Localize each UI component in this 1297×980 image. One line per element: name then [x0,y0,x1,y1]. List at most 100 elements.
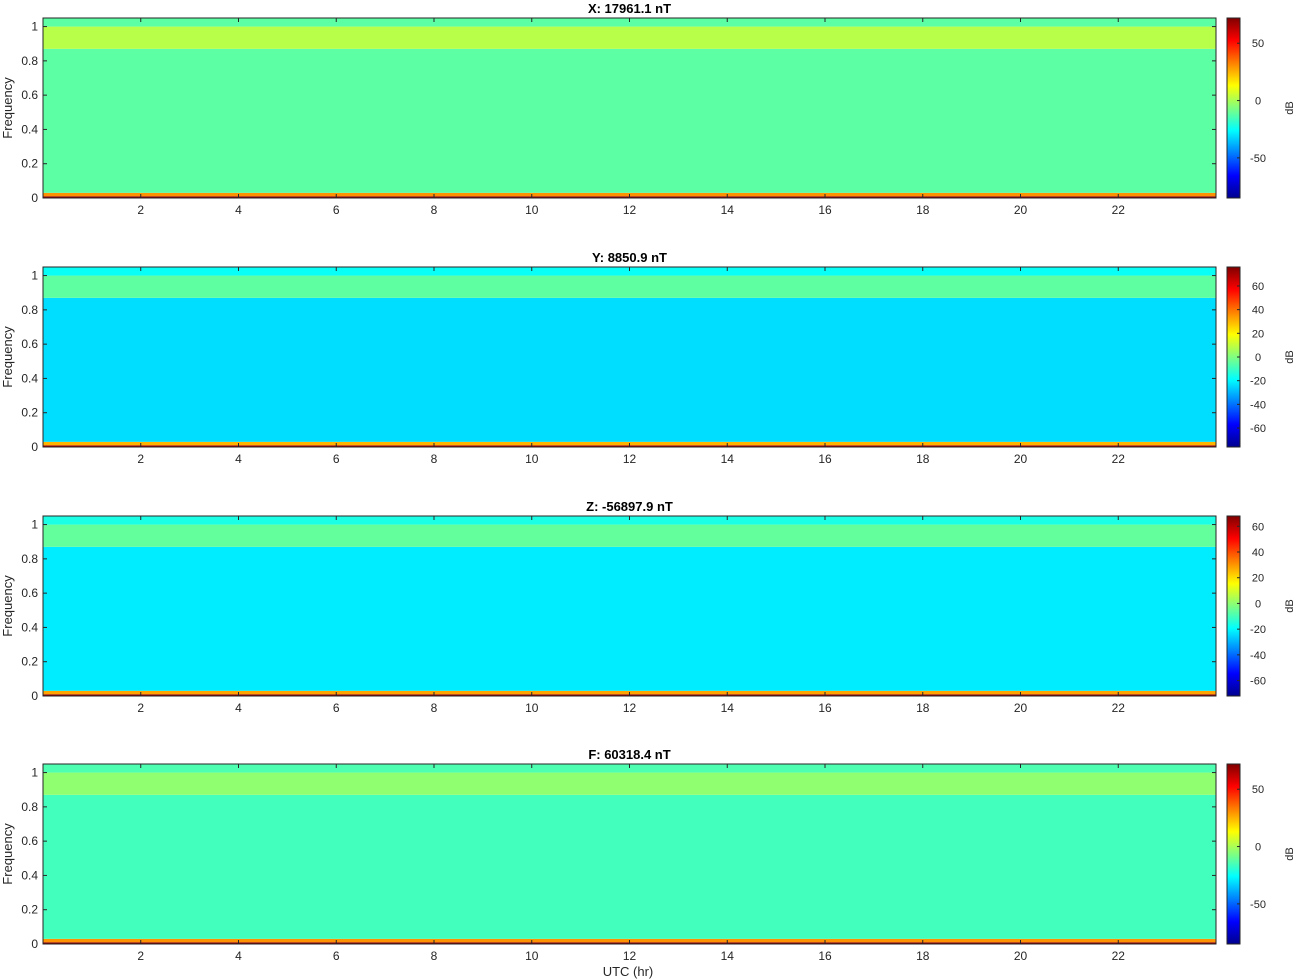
colorbar-tick-label: -50 [1250,153,1266,165]
colorbar-tick-label: 40 [1252,305,1264,317]
x-tick-label: 18 [916,701,930,715]
figure-xlabel: UTC (hr) [603,964,654,979]
x-tick-label: 14 [721,452,735,466]
x-tick-label: 4 [235,949,242,963]
x-tick-label: 4 [235,203,242,217]
y-tick-label: 0.4 [21,620,38,634]
spectrogram-band [43,48,1216,193]
y-tick-label: 1 [31,766,38,780]
colorbar-label: dB [1284,599,1296,612]
colorbar [1226,763,1241,945]
colorbar-tick-label: -20 [1250,624,1266,636]
colorbar [1226,17,1241,199]
y-tick-label: 0.6 [21,586,38,600]
colorbar-label: dB [1284,847,1296,860]
x-tick-label: 8 [431,701,438,715]
x-tick-label: 14 [721,949,735,963]
chart-title: X: 17961.1 nT [588,1,671,16]
chart-title: Y: 8850.9 nT [592,250,667,265]
y-tick-label: 0.2 [21,406,38,420]
y-tick-label: 0 [31,191,38,205]
x-tick-label: 6 [333,452,340,466]
spectrogram-band [43,524,1216,547]
chart-panel-3: 2 4 6 8 10 12 14 16 18 20 22 0 0.2 0.4 0.6 0.8 1 F: 60318… [0,747,1296,963]
colorbar-tick-label: 60 [1252,281,1264,293]
y-tick-label: 0.6 [21,337,38,351]
y-tick-label: 1 [31,269,38,283]
x-tick-label: 14 [721,203,735,217]
y-tick-label: 1 [31,518,38,532]
spectrogram-band [43,772,1216,795]
y-tick-label: 0.4 [21,122,38,136]
colorbar-tick-label: 60 [1252,521,1264,533]
y-tick-label: 0.6 [21,88,38,102]
colorbar-tick-label: -60 [1250,676,1266,688]
colorbar-tick-label: 50 [1252,38,1264,50]
spectrogram-band [43,26,1216,49]
x-tick-label: 16 [818,701,832,715]
colorbar-tick-label: 0 [1255,352,1261,364]
colorbar-tick-label: 0 [1255,842,1261,854]
x-tick-label: 6 [333,949,340,963]
y-tick-label: 0 [31,440,38,454]
x-tick-label: 14 [721,701,735,715]
y-tick-label: 0.2 [21,903,38,917]
colorbar-tick-label: 40 [1252,547,1264,559]
spectrogram-band [43,516,1216,525]
x-tick-label: 2 [137,949,144,963]
colorbar-tick-label: 0 [1255,598,1261,610]
x-tick-label: 4 [235,701,242,715]
y-tick-label: 0 [31,937,38,951]
spectrogram-band [43,18,1216,27]
x-tick-label: 10 [525,203,539,217]
spectrogram-band [43,275,1216,298]
x-tick-label: 22 [1112,701,1126,715]
colorbar-tick-label: 20 [1252,328,1264,340]
y-axis-label: Frequency [0,326,15,388]
x-tick-label: 20 [1014,949,1028,963]
y-axis-label: Frequency [0,823,15,885]
colorbar-tick-label: -60 [1250,423,1266,435]
colorbar-label: dB [1284,350,1296,363]
y-tick-label: 0.2 [21,157,38,171]
x-tick-label: 18 [916,949,930,963]
x-tick-label: 20 [1014,452,1028,466]
spectrogram-band [43,297,1216,442]
x-tick-label: 16 [818,949,832,963]
x-tick-label: 2 [137,452,144,466]
spectrogram-band [43,546,1216,691]
colorbar-tick-label: -20 [1250,376,1266,388]
x-tick-label: 16 [818,452,832,466]
x-tick-label: 18 [916,203,930,217]
x-tick-label: 6 [333,203,340,217]
chart-panel-1: 2 4 6 8 10 12 14 16 18 20 22 0 0.2 0.4 0.6 0.8 1 Y: 8850.… [0,250,1296,466]
x-tick-label: 2 [137,701,144,715]
colorbar-tick-label: 50 [1252,784,1264,796]
x-tick-label: 20 [1014,203,1028,217]
colorbar-tick-label: -40 [1250,650,1266,662]
y-tick-label: 1 [31,20,38,34]
x-tick-label: 10 [525,701,539,715]
x-tick-label: 8 [431,949,438,963]
x-tick-label: 22 [1112,949,1126,963]
y-tick-label: 0.4 [21,371,38,385]
x-tick-label: 8 [431,203,438,217]
x-tick-label: 18 [916,452,930,466]
y-tick-label: 0.8 [21,800,38,814]
x-tick-label: 4 [235,452,242,466]
x-tick-label: 16 [818,203,832,217]
chart-panel-0: 2 4 6 8 10 12 14 16 18 20 22 0 0.2 0.4 0.6 0.8 1 X: 17961… [0,1,1296,217]
spectrogram-band [43,794,1216,939]
x-tick-label: 20 [1014,701,1028,715]
x-tick-label: 8 [431,452,438,466]
colorbar-tick-label: 0 [1255,96,1261,108]
x-tick-label: 12 [623,203,637,217]
x-tick-label: 12 [623,452,637,466]
x-tick-label: 12 [623,949,637,963]
y-tick-label: 0.8 [21,54,38,68]
chart-title: Z: -56897.9 nT [586,499,673,514]
y-tick-label: 0.8 [21,303,38,317]
colorbar-label: dB [1284,101,1296,114]
y-tick-label: 0.2 [21,655,38,669]
